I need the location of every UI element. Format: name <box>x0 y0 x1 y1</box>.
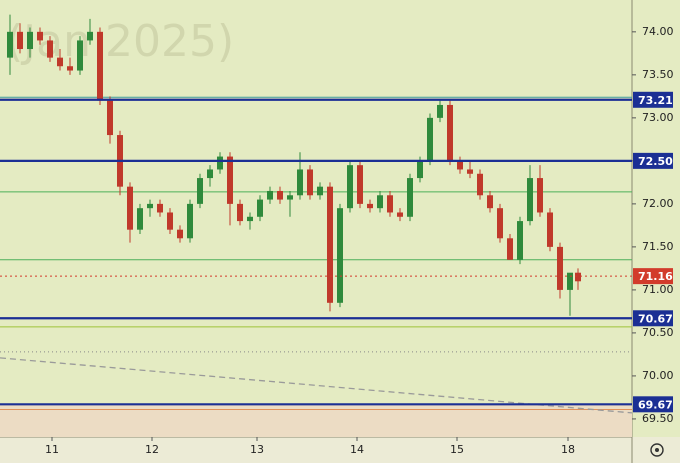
time-axis-bg <box>0 437 680 463</box>
price-tag-label: 69.67 <box>638 398 673 411</box>
candle-body <box>17 31 23 50</box>
x-tick-label: 15 <box>450 443 464 456</box>
candle-body <box>297 169 303 196</box>
settings-icon[interactable] <box>650 443 664 457</box>
candle-body <box>457 160 463 170</box>
candle-body <box>427 117 433 161</box>
candle-body <box>317 186 323 196</box>
candle-body <box>497 208 503 239</box>
candle-body <box>387 195 393 213</box>
candle-body <box>167 212 173 230</box>
x-tick-label: 14 <box>350 443 364 456</box>
candle-body <box>177 229 183 239</box>
candle-body <box>27 31 33 50</box>
candle-body <box>207 169 213 179</box>
candle-body <box>537 178 543 213</box>
y-tick-label: 70.50 <box>642 326 674 339</box>
y-tick-label: 71.50 <box>642 240 674 253</box>
candle-body <box>7 31 13 58</box>
candle-body <box>87 31 93 41</box>
candle-body <box>337 208 343 303</box>
candle-body <box>277 190 283 200</box>
candle-body <box>237 203 243 222</box>
candle-body <box>507 238 513 260</box>
candle-body <box>147 203 153 209</box>
candle-body <box>307 169 313 196</box>
y-tick-label: 70.00 <box>642 369 674 382</box>
candle-body <box>127 186 133 230</box>
y-tick-label: 73.00 <box>642 111 674 124</box>
candle-body <box>327 186 333 303</box>
candle-body <box>37 31 43 41</box>
y-tick-label: 71.00 <box>642 283 674 296</box>
candle-body <box>347 165 353 209</box>
trendline <box>0 357 633 414</box>
candle-body <box>557 246 563 290</box>
candle-body <box>517 221 523 260</box>
candle-body <box>547 212 553 247</box>
watermark: (Jan 2025) <box>6 16 234 67</box>
price-tag-label: 71.16 <box>638 270 673 283</box>
candle-body <box>417 160 423 179</box>
candle-body <box>157 203 163 213</box>
candle-body <box>67 66 73 71</box>
candle-body <box>137 208 143 230</box>
candle-body <box>407 178 413 217</box>
y-tick-label: 69.50 <box>642 412 674 425</box>
price-tag-label: 70.67 <box>638 312 673 325</box>
x-tick-label: 11 <box>45 443 59 456</box>
candle-body <box>107 100 113 136</box>
candle-body <box>467 169 473 174</box>
candle-body <box>575 272 581 282</box>
candle-body <box>437 104 443 118</box>
candle-body <box>247 216 253 222</box>
candle-body <box>47 40 53 58</box>
candle-body <box>367 203 373 209</box>
price-tag <box>633 152 673 169</box>
candle-body <box>187 203 193 239</box>
y-tick-label: 72.00 <box>642 197 674 210</box>
candle-body <box>397 212 403 217</box>
price-tag <box>633 396 673 413</box>
candle-body <box>267 190 273 200</box>
candle-body <box>257 199 263 217</box>
candle-body <box>357 165 363 204</box>
candle-body <box>567 272 573 290</box>
price-tag <box>633 310 673 327</box>
candle-body <box>77 40 83 71</box>
y-tick-label: 73.50 <box>642 68 674 81</box>
candle-body <box>217 156 223 170</box>
price-tag-label: 72.50 <box>638 155 673 168</box>
x-tick-label: 18 <box>561 443 575 456</box>
candle-body <box>287 195 293 200</box>
x-tick-label: 13 <box>250 443 264 456</box>
candle-body <box>57 57 63 67</box>
candle-body <box>477 173 483 196</box>
candle-body <box>447 104 453 161</box>
price-tag <box>633 91 673 108</box>
candle-body <box>197 178 203 204</box>
candle-body <box>227 156 233 204</box>
price-tag-label: 73.21 <box>638 94 673 107</box>
candle-body <box>377 195 383 209</box>
candle-body <box>97 31 103 101</box>
x-tick-label: 12 <box>145 443 159 456</box>
candle-body <box>527 178 533 222</box>
candle-body <box>487 195 493 209</box>
y-tick-label: 74.00 <box>642 25 674 38</box>
price-tag <box>633 268 673 285</box>
